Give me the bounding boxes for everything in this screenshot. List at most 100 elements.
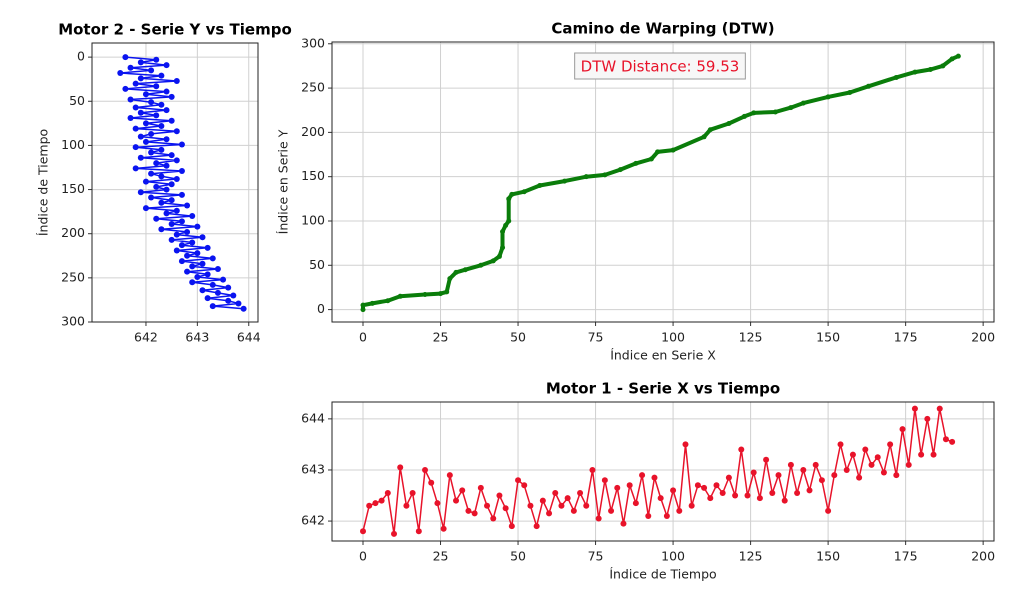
data-point [366, 502, 373, 509]
data-point [204, 295, 211, 302]
data-point [701, 484, 708, 491]
data-point [657, 495, 664, 502]
data-point [500, 229, 506, 235]
data-point [148, 99, 155, 106]
data-point [184, 252, 191, 259]
data-point [137, 133, 144, 140]
data-point [670, 147, 676, 153]
data-point [725, 474, 732, 481]
y-tick-label: 644 [301, 410, 325, 425]
data-point [577, 489, 584, 496]
data-point [490, 515, 497, 522]
data-point [911, 405, 918, 412]
data-point [194, 273, 201, 280]
data-point [539, 497, 546, 504]
y-tick-label: 150 [61, 181, 85, 196]
data-point [843, 466, 850, 473]
data-point [225, 297, 232, 304]
x-tick-label: 642 [134, 330, 158, 345]
data-point [132, 80, 139, 87]
data-point [849, 451, 856, 458]
data-point [127, 64, 134, 71]
data-point [360, 528, 367, 535]
data-point [127, 96, 134, 103]
data-point [194, 250, 201, 257]
data-point [163, 107, 170, 114]
x-tick-label: 25 [433, 330, 449, 345]
data-point [478, 262, 484, 268]
data-point [509, 191, 515, 197]
data-point [178, 242, 185, 249]
data-point [719, 489, 726, 496]
data-point [148, 130, 155, 137]
data-point [178, 141, 185, 148]
data-point [189, 239, 196, 246]
data-point [602, 172, 608, 178]
data-point [199, 234, 206, 241]
data-point [682, 441, 689, 448]
data-point [137, 109, 144, 116]
y-tick-label: 250 [61, 269, 85, 284]
data-point [537, 183, 543, 189]
data-point [189, 279, 196, 286]
x-tick-label: 150 [816, 330, 840, 345]
annotation: DTW Distance: 59.53 [581, 58, 740, 76]
data-point [137, 154, 144, 161]
data-point [769, 489, 776, 496]
x-tick-label: 200 [971, 549, 995, 564]
data-point [142, 138, 149, 145]
data-point [670, 487, 677, 494]
x-axis-label: Índice de Tiempo [609, 567, 716, 582]
data-point [409, 489, 416, 496]
data-point [893, 472, 900, 479]
x-axis-label: Índice en Serie X [610, 348, 716, 363]
data-point [655, 149, 661, 155]
data-point [142, 91, 149, 98]
data-point [168, 236, 175, 243]
data-point [506, 218, 512, 224]
data-point [775, 472, 782, 479]
x-tick-label: 175 [894, 549, 918, 564]
data-point [583, 502, 590, 509]
chart-title: Motor 1 - Serie X vs Tiempo [546, 380, 780, 398]
data-point [772, 109, 778, 115]
subplot: 642 643 644 0 50 100 150 200 250 300 Motor 2 - Ser… [36, 21, 292, 345]
data-point [148, 149, 155, 156]
data-point [132, 125, 139, 132]
data-point [403, 502, 410, 509]
data-point [378, 497, 385, 504]
data-point [856, 474, 863, 481]
data-point [173, 77, 180, 84]
data-point [899, 426, 906, 433]
data-point [502, 505, 509, 512]
data-point [422, 466, 429, 473]
data-point [639, 472, 646, 479]
data-point [484, 502, 491, 509]
data-point [122, 85, 129, 92]
data-point [927, 66, 933, 72]
data-point [676, 507, 683, 514]
data-point [391, 530, 398, 537]
data-point [589, 466, 596, 473]
data-point [158, 226, 165, 233]
data-point [713, 482, 720, 489]
data-point [148, 194, 155, 201]
data-point [506, 196, 512, 202]
data-point [462, 267, 468, 273]
data-point [184, 268, 191, 275]
data-point [173, 231, 180, 238]
data-point [924, 415, 931, 422]
data-point [500, 245, 506, 251]
data-point [918, 451, 925, 458]
data-point [741, 113, 747, 119]
data-point [477, 484, 484, 491]
data-point [163, 62, 170, 69]
x-tick-label: 100 [661, 330, 685, 345]
data-point [837, 441, 844, 448]
data-point [189, 213, 196, 220]
data-point [428, 479, 435, 486]
data-point [434, 500, 441, 507]
data-point [874, 454, 881, 461]
data-point [204, 244, 211, 251]
y-axis-label: Índice en Serie Y [276, 129, 291, 234]
